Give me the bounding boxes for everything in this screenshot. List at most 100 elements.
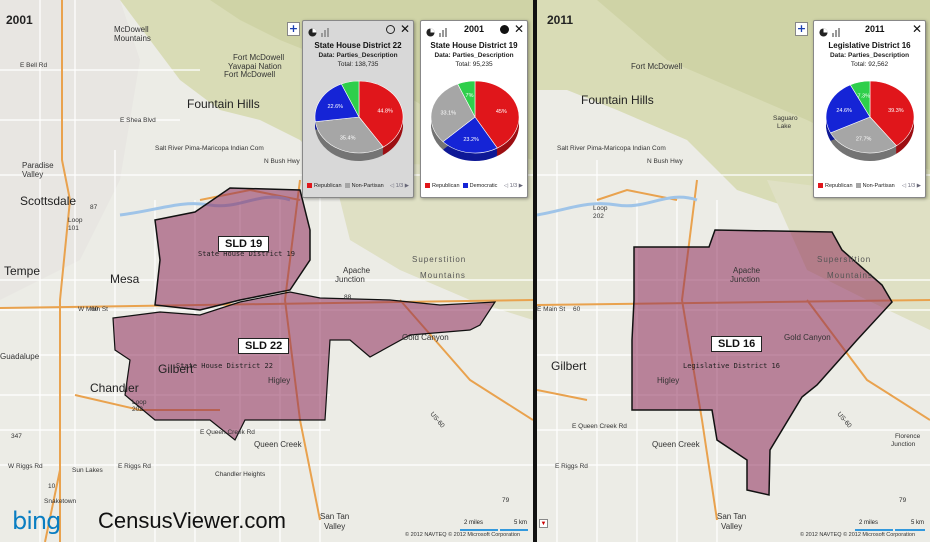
popup-title: State House District 19 [430, 41, 518, 50]
svg-text:Yavapai Nation: Yavapai Nation [228, 62, 282, 71]
pie-chart-icon[interactable] [426, 24, 435, 42]
svg-text:Queen Creek: Queen Creek [254, 440, 303, 449]
svg-text:202: 202 [593, 213, 604, 220]
pie-slice [869, 80, 915, 147]
svg-text:E Bell Rd: E Bell Rd [20, 62, 47, 69]
pie-slice [830, 116, 897, 154]
pie-slice-label: 45% [496, 109, 507, 115]
svg-text:Superstition: Superstition [412, 255, 466, 264]
scale-miles: 2 miles [464, 520, 484, 526]
svg-text:Fort McDowell: Fort McDowell [224, 70, 275, 79]
svg-text:Mountains: Mountains [420, 271, 466, 280]
svg-text:W Riggs Rd: W Riggs Rd [8, 463, 43, 470]
pie-chart-icon[interactable] [819, 24, 828, 42]
bar-chart-icon[interactable] [439, 24, 449, 42]
svg-text:Valley: Valley [22, 170, 43, 179]
svg-text:Florence: Florence [895, 433, 921, 440]
map-panel-2011[interactable]: Gilbert Fountain Hills Apache Junction G… [537, 0, 930, 542]
pin-toggle-icon[interactable] [500, 25, 509, 34]
legend-label: Republican [432, 183, 460, 189]
svg-text:Loop: Loop [132, 399, 147, 406]
popup-legend: Republican Democratic ◁ 1/3 ▶ [425, 183, 523, 193]
svg-text:79: 79 [899, 497, 907, 504]
svg-text:Mesa: Mesa [110, 272, 140, 286]
svg-text:Guadalupe: Guadalupe [0, 352, 40, 361]
close-icon[interactable]: ✕ [911, 22, 922, 36]
map-copyright: © 2012 NAVTEQ © 2012 Microsoft Corporati… [405, 532, 520, 538]
district-label-19: SLD 19 [218, 236, 270, 252]
svg-text:347: 347 [11, 433, 22, 440]
district-16-area [631, 229, 893, 496]
add-popup-button[interactable]: + [287, 22, 300, 36]
district-name-16: Legislative District 16 [683, 362, 780, 370]
pie-slice-label: 7.3% [857, 93, 870, 99]
bar-chart-icon[interactable] [832, 24, 842, 42]
svg-text:Paradise: Paradise [22, 161, 54, 170]
svg-text:Higley: Higley [268, 376, 290, 385]
svg-text:Queen Creek: Queen Creek [652, 440, 701, 449]
legend-pager[interactable]: ◁ 1/3 ▶ [901, 183, 921, 189]
pie-slice [474, 80, 520, 149]
popup-title: Legislative District 16 [828, 41, 911, 50]
censusviewer-logo: CensusViewer.com [98, 508, 286, 533]
svg-text:E Queen Creek Rd: E Queen Creek Rd [572, 423, 627, 430]
svg-text:Superstition: Superstition [817, 255, 871, 264]
district-popup-16[interactable]: 2011 ✕ Legislative District 16 Data: Par… [813, 20, 926, 198]
svg-text:Valley: Valley [721, 522, 742, 531]
bing-logo: bing [12, 507, 61, 535]
svg-text:Lake: Lake [777, 123, 791, 130]
svg-text:Fort McDowell: Fort McDowell [631, 62, 682, 71]
district-popup-19[interactable]: 2001 ✕ State House District 19 Data: Par… [420, 20, 528, 198]
svg-text:Tempe: Tempe [4, 264, 40, 278]
popup-data-label: Data: Parties_Description [434, 52, 514, 59]
svg-text:Snaketown: Snaketown [44, 498, 77, 505]
svg-text:Junction: Junction [730, 275, 760, 284]
legend-label: Republican [314, 183, 342, 189]
pie-chart-icon[interactable] [308, 24, 317, 42]
nav-arrow-button[interactable]: ▼ [539, 519, 548, 528]
svg-text:Valley: Valley [324, 522, 345, 531]
svg-text:E Riggs Rd: E Riggs Rd [555, 463, 588, 470]
popup-legend: Republican Non-Partisan ◁ 1/3 ▶ [818, 183, 921, 193]
pie-slice [314, 83, 360, 123]
panel-divider [533, 0, 537, 542]
legend-pager[interactable]: ◁ 1/3 ▶ [389, 183, 409, 189]
svg-text:Loop: Loop [593, 205, 608, 212]
svg-text:60: 60 [573, 306, 581, 313]
bar-chart-icon[interactable] [321, 24, 331, 42]
popup-legend: Republican Non-Partisan ◁ 1/3 ▶ [307, 183, 409, 193]
svg-text:E Shea Blvd: E Shea Blvd [120, 117, 156, 124]
pie-slice-label: 24.6% [836, 108, 852, 114]
add-popup-button[interactable]: + [795, 22, 808, 36]
district-label-22: SLD 22 [238, 338, 290, 354]
pie-slice-label: 44.8% [377, 109, 393, 115]
svg-text:N Bush Hwy: N Bush Hwy [647, 158, 684, 165]
pie-slice [442, 116, 498, 154]
year-label: 2011 [547, 13, 574, 27]
close-icon[interactable]: ✕ [513, 22, 524, 36]
popup-year: 2011 [865, 24, 885, 34]
pin-toggle-icon[interactable] [386, 25, 395, 34]
close-icon[interactable]: ✕ [399, 22, 410, 36]
pie-slice [849, 80, 871, 119]
svg-text:Gilbert: Gilbert [551, 359, 587, 373]
map-panel-2001[interactable]: Scottsdale Tempe Mesa Chandler Gilbert F… [0, 0, 533, 542]
district-name-22: State House District 22 [176, 362, 273, 370]
svg-text:Chandler Heights: Chandler Heights [215, 471, 266, 478]
svg-text:87: 87 [90, 204, 98, 211]
pie-slice [315, 116, 384, 154]
pie-slice [340, 80, 360, 118]
pie-slice-label: 22.6% [327, 104, 343, 110]
svg-text:Junction: Junction [891, 441, 916, 448]
svg-text:Fountain Hills: Fountain Hills [187, 97, 260, 111]
district-label-16: SLD 16 [711, 336, 763, 352]
pie-slice-label: 7% [466, 93, 474, 99]
svg-text:McDowell: McDowell [114, 25, 149, 34]
popup-total: Total: 92,562 [850, 61, 889, 68]
scale-km: 5 km [911, 520, 925, 526]
legend-pager[interactable]: ◁ 1/3 ▶ [503, 183, 523, 189]
popup-total: Total: 138,735 [337, 61, 379, 68]
pie-slice [457, 80, 476, 118]
district-name-19: State House District 19 [198, 250, 295, 258]
district-popup-22[interactable]: ✕ State House District 22 Data: Parties_… [302, 20, 414, 198]
